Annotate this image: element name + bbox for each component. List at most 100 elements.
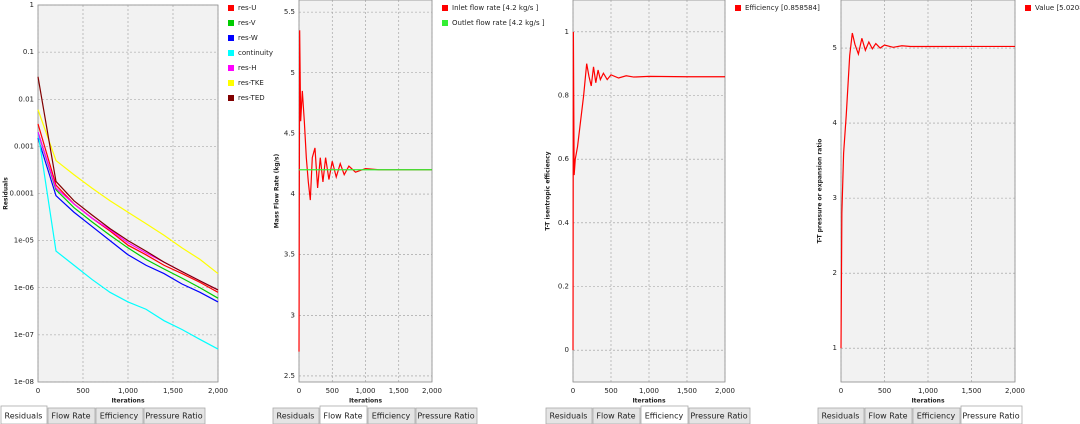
y-axis-label: T-T pressure or expansion ratio xyxy=(817,139,824,244)
legend-label: Inlet flow rate [4.2 kg/s ] xyxy=(452,4,539,12)
y-tick-label: 4 xyxy=(833,119,838,127)
y-tick-label: 0.4 xyxy=(558,219,570,227)
y-tick-label: 1 xyxy=(833,344,837,352)
legend-swatch xyxy=(228,65,234,71)
series-line xyxy=(37,132,219,299)
tab-box xyxy=(640,405,689,424)
y-tick-label: 4.5 xyxy=(284,129,295,137)
y-tick-label: 0.8 xyxy=(558,92,569,100)
tab-label: Residuals xyxy=(550,412,588,421)
tab[interactable]: Flow Rate xyxy=(592,407,641,424)
y-tick-label: 1e-05 xyxy=(14,237,34,245)
x-tick-label: 500 xyxy=(878,387,891,395)
tab[interactable]: Efficiency xyxy=(367,407,416,424)
tab-box xyxy=(960,405,1023,424)
tab[interactable]: Residuals xyxy=(817,407,865,424)
x-tick-label: 0 xyxy=(297,387,301,395)
x-tick-label: 500 xyxy=(76,387,89,395)
tab-label: Flow Rate xyxy=(596,412,635,421)
y-axis-label: Residuals xyxy=(3,177,10,210)
y-tick-label: 0.01 xyxy=(18,95,34,103)
x-tick-label: 500 xyxy=(604,387,617,395)
x-tick-label: 1,000 xyxy=(639,387,659,395)
legend-swatch xyxy=(228,95,234,101)
legend-label: Efficiency [0.858584] xyxy=(745,4,820,12)
y-tick-label: 0.2 xyxy=(558,283,569,291)
legend-label: res-V xyxy=(238,19,256,27)
tab[interactable]: Flow Rate xyxy=(319,405,368,424)
legend-swatch xyxy=(228,50,234,56)
tab[interactable]: Pressure Ratio xyxy=(415,407,478,424)
tab-label: Efficiency xyxy=(645,412,684,421)
series-line xyxy=(572,31,725,351)
y-tick-label: 4 xyxy=(291,190,296,198)
tab[interactable]: Flow Rate xyxy=(47,407,96,424)
tab-box xyxy=(47,407,96,424)
y-tick-label: 0.0001 xyxy=(10,190,35,198)
x-tick-label: 2,000 xyxy=(1005,387,1025,395)
x-axis-label: Iterations xyxy=(911,398,944,405)
x-tick-label: 1,500 xyxy=(961,387,981,395)
tab-label: Residuals xyxy=(5,412,43,421)
legend-swatch xyxy=(442,5,448,11)
y-tick-label: 2.5 xyxy=(284,372,295,380)
y-tick-label: 1 xyxy=(565,28,569,36)
y-tick-label: 3 xyxy=(291,311,295,319)
y-tick-label: 5 xyxy=(833,44,837,52)
tab[interactable]: Residuals xyxy=(0,405,48,424)
plot-area xyxy=(572,0,726,383)
tab-box xyxy=(367,407,416,424)
x-tick-label: 2,000 xyxy=(208,387,228,395)
y-tick-label: 0.1 xyxy=(23,48,34,56)
legend-label: Value [5.0208 xyxy=(1035,4,1080,12)
tab-label: Pressure Ratio xyxy=(145,412,202,421)
tab[interactable]: Efficiency xyxy=(640,405,689,424)
legend-label: continuity xyxy=(238,49,273,57)
tab[interactable]: Pressure Ratio xyxy=(688,407,751,424)
x-tick-label: 1,500 xyxy=(163,387,183,395)
tab-label: Flow Rate xyxy=(323,412,362,421)
y-tick-label: 2 xyxy=(833,269,837,277)
y-tick-label: 5 xyxy=(291,69,295,77)
x-axis-label: Iterations xyxy=(349,398,382,405)
x-tick-label: 500 xyxy=(326,387,339,395)
y-axis-label: T-T isentropic efficiency xyxy=(545,151,552,230)
x-axis-label: Iterations xyxy=(111,398,144,405)
tab[interactable]: Pressure Ratio xyxy=(143,407,206,424)
tab-label: Efficiency xyxy=(917,412,956,421)
legend-swatch xyxy=(228,35,234,41)
legend-swatch xyxy=(442,20,448,26)
y-tick-label: 0 xyxy=(565,346,569,354)
x-tick-label: 0 xyxy=(571,387,575,395)
tab[interactable]: Efficiency xyxy=(95,407,144,424)
y-tick-label: 5.5 xyxy=(284,8,295,16)
tab-box xyxy=(817,407,865,424)
tab-label: Efficiency xyxy=(100,412,139,421)
tab-box xyxy=(592,407,641,424)
tab-label: Pressure Ratio xyxy=(690,412,747,421)
x-tick-label: 1,000 xyxy=(918,387,938,395)
legend-swatch xyxy=(228,80,234,86)
tab[interactable]: Residuals xyxy=(545,407,593,424)
series-line xyxy=(840,32,1015,349)
tab-label: Pressure Ratio xyxy=(417,412,474,421)
legend-swatch xyxy=(735,5,741,11)
tab-label: Pressure Ratio xyxy=(962,412,1019,421)
y-tick-label: 0.001 xyxy=(14,142,34,150)
tab[interactable]: Residuals xyxy=(272,407,320,424)
tab[interactable]: Pressure Ratio xyxy=(960,405,1023,424)
legend-swatch xyxy=(228,5,234,11)
series-line xyxy=(37,132,219,350)
legend-label: res-TKE xyxy=(238,79,264,87)
series-line xyxy=(37,76,219,291)
tab-box xyxy=(415,407,478,424)
legend-label: res-W xyxy=(238,34,258,42)
tab-label: Residuals xyxy=(822,412,860,421)
x-tick-label: 0 xyxy=(839,387,843,395)
x-axis-label: Iterations xyxy=(632,398,665,405)
tab[interactable]: Flow Rate xyxy=(864,407,913,424)
series-line xyxy=(298,30,432,352)
plot-area xyxy=(298,0,433,383)
tab[interactable]: Efficiency xyxy=(912,407,961,424)
